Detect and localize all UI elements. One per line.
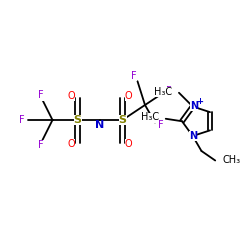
- Text: F: F: [19, 115, 25, 125]
- Text: N: N: [96, 120, 104, 130]
- Text: N: N: [189, 132, 197, 141]
- Text: N: N: [190, 101, 198, 111]
- Text: O: O: [68, 91, 75, 101]
- Text: H₃C: H₃C: [140, 112, 159, 122]
- Text: F: F: [158, 120, 164, 130]
- Text: F: F: [38, 90, 44, 101]
- Text: H₃C: H₃C: [154, 86, 172, 97]
- Text: F: F: [131, 71, 136, 81]
- Text: S: S: [118, 115, 126, 125]
- Text: F: F: [38, 140, 44, 149]
- Text: O: O: [125, 139, 132, 149]
- Text: F: F: [166, 86, 172, 96]
- Text: S: S: [74, 115, 82, 125]
- Text: O: O: [125, 91, 132, 101]
- Text: O: O: [68, 139, 75, 149]
- Text: +: +: [196, 97, 203, 106]
- Text: CH₃: CH₃: [223, 156, 241, 166]
